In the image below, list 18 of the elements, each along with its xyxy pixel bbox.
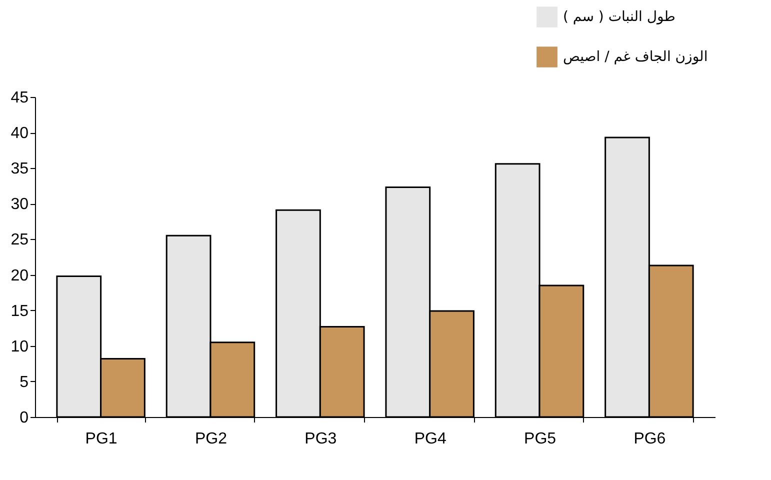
y-tick-label: 20 [10, 267, 29, 284]
legend-label: الوزن الجاف غم / اصيص [563, 49, 708, 65]
x-tick-label: PG1 [85, 430, 118, 448]
y-tick-label: 0 [20, 410, 29, 426]
x-tick-label: PG6 [634, 430, 666, 448]
y-tick-label: 30 [10, 196, 29, 214]
x-tick-label: PG4 [414, 430, 446, 448]
x-tick-label: PG5 [524, 430, 556, 448]
y-tick-label: 15 [10, 302, 29, 320]
y-tick-label: 10 [10, 338, 29, 356]
y-tick-label: 45 [10, 90, 29, 106]
y-tick-label: 25 [10, 232, 29, 249]
y-tick-label: 40 [10, 125, 29, 142]
y-tick-label: 5 [20, 374, 29, 391]
x-tick-label: PG2 [194, 430, 228, 448]
legend-label: طول النبات ( سم ) [563, 9, 676, 25]
x-tick-label: PG3 [304, 430, 337, 448]
y-tick-label: 35 [10, 160, 29, 178]
